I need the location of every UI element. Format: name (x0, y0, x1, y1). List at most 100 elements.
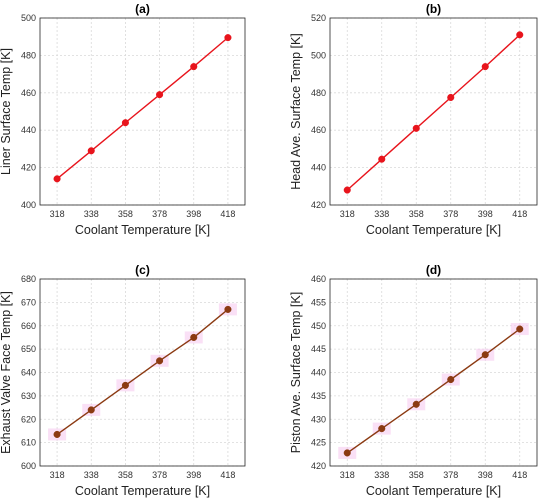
y-tick-label: 445 (311, 344, 326, 354)
plot-frame (39, 17, 246, 206)
y-tick-label: 480 (21, 50, 36, 60)
data-point (447, 93, 455, 102)
y-tick-label: 440 (21, 125, 36, 135)
y-axis-label: Head Ave. Surface Temp [K] (289, 33, 303, 190)
x-tick-label: 338 (84, 209, 99, 219)
x-tick-label: 418 (512, 209, 527, 219)
x-tick-label: 398 (478, 209, 493, 219)
y-tick-label: 520 (311, 13, 326, 23)
chart-title: (d) (426, 263, 441, 277)
y-tick-label: 630 (21, 391, 36, 401)
data-point (190, 333, 198, 341)
y-tick-label: 680 (21, 274, 36, 284)
data-point (516, 31, 524, 39)
plot-frame (39, 278, 246, 467)
x-tick-label: 378 (152, 209, 167, 219)
data-point (343, 186, 351, 194)
x-tick-label: 378 (443, 209, 458, 219)
y-tick-label: 450 (311, 321, 326, 331)
x-tick-label: 418 (220, 209, 235, 219)
data-point (224, 305, 232, 313)
y-tick-label: 420 (311, 461, 326, 471)
data-point (156, 91, 164, 99)
x-tick-label: 358 (118, 209, 133, 219)
plot-frame (329, 17, 538, 206)
y-tick-label: 600 (21, 461, 36, 471)
chart-title: (c) (135, 263, 150, 277)
data-point (121, 381, 129, 389)
y-tick-label: 440 (311, 368, 326, 378)
x-tick-label: 358 (118, 470, 133, 480)
chart-panel-4: 318 338 358 378 398 418 420 425 430 435 440 445 450 4… (289, 263, 538, 498)
data-point (481, 351, 489, 359)
x-tick-label: 418 (220, 470, 235, 480)
data-point (87, 147, 95, 155)
y-tick-label: 620 (21, 414, 36, 424)
data-point (87, 406, 95, 414)
chart-panel-1: 318 338 358 378 398 418 400 420 440 460 480 500 (a) C… (0, 2, 246, 237)
x-tick-label: 338 (374, 470, 389, 480)
data-point (412, 124, 420, 132)
series-line (346, 34, 521, 191)
y-tick-label: 460 (21, 88, 36, 98)
data-point (224, 34, 232, 42)
x-tick-label: 318 (50, 209, 65, 219)
series-line (56, 308, 229, 435)
x-tick-label: 398 (186, 470, 201, 480)
plot-area (330, 279, 537, 466)
y-tick-label: 640 (21, 368, 36, 378)
data-point (156, 357, 164, 365)
x-tick-label: 378 (443, 470, 458, 480)
y-tick-label: 420 (311, 200, 326, 210)
data-point (378, 155, 386, 163)
x-tick-label: 318 (340, 470, 355, 480)
y-tick-label: 455 (311, 297, 326, 307)
x-tick-label: 378 (152, 470, 167, 480)
data-point (190, 63, 198, 71)
data-point (447, 375, 455, 384)
series-line (56, 37, 229, 180)
chart-panel-2: 318 338 358 378 398 418 420 440 460 480 500 520 (b) C… (289, 2, 538, 237)
x-axis-label: Coolant Temperature [K] (366, 223, 501, 237)
x-tick-label: 338 (374, 209, 389, 219)
data-point (412, 400, 420, 408)
y-tick-label: 670 (21, 297, 36, 307)
y-tick-label: 480 (311, 88, 326, 98)
y-tick-label: 435 (311, 391, 326, 401)
x-tick-label: 318 (340, 209, 355, 219)
x-tick-label: 358 (409, 209, 424, 219)
y-tick-label: 650 (21, 344, 36, 354)
y-tick-label: 460 (311, 125, 326, 135)
y-axis-label: Exhaust Valve Face Temp [K] (0, 291, 13, 454)
data-point (481, 63, 489, 71)
chart-panel-3: 318 338 358 378 398 418 600 610 620 630 640 650 660 6… (0, 263, 246, 498)
data-point (121, 119, 129, 127)
chart-title: (b) (426, 2, 441, 16)
data-point (343, 449, 351, 457)
plot-frame (329, 278, 538, 467)
y-tick-label: 500 (311, 50, 326, 60)
y-tick-label: 440 (311, 163, 326, 173)
x-tick-label: 418 (512, 470, 527, 480)
y-tick-label: 400 (21, 200, 36, 210)
y-tick-label: 425 (311, 438, 326, 448)
chart-title: (a) (135, 2, 150, 16)
y-axis-label: Piston Ave. Surface Temp [K] (289, 292, 303, 453)
y-tick-label: 430 (311, 414, 326, 424)
x-tick-label: 358 (409, 470, 424, 480)
data-point (516, 325, 524, 333)
y-tick-label: 610 (21, 438, 36, 448)
y-axis-label: Liner Surface Temp [K] (0, 48, 13, 175)
y-tick-label: 460 (311, 274, 326, 284)
y-tick-label: 500 (21, 13, 36, 23)
x-axis-label: Coolant Temperature [K] (75, 223, 210, 237)
y-tick-label: 660 (21, 321, 36, 331)
plot-area (40, 18, 245, 205)
x-tick-label: 318 (50, 470, 65, 480)
x-axis-label: Coolant Temperature [K] (366, 484, 501, 498)
x-axis-label: Coolant Temperature [K] (75, 484, 210, 498)
y-tick-label: 420 (21, 163, 36, 173)
x-tick-label: 338 (84, 470, 99, 480)
x-tick-label: 398 (186, 209, 201, 219)
